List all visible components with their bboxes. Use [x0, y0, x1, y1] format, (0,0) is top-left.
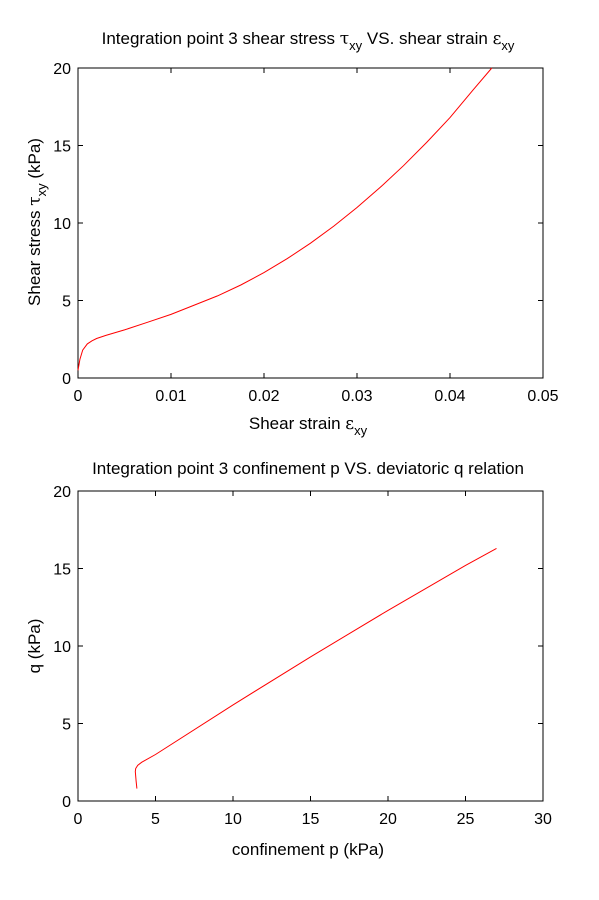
- chart1-x-tick-label: 0: [74, 388, 83, 405]
- confinement-deviatoric-chart: Integration point 3 confinement p VS. de…: [25, 459, 552, 859]
- chart1-y-tick-label: 0: [62, 371, 71, 388]
- chart2-x-axis-label: confinement p (kPa): [232, 840, 384, 859]
- chart1-plot-area: [77, 67, 544, 379]
- chart2-x-tick-label: 20: [379, 811, 397, 828]
- chart2-x-tick-label: 10: [224, 811, 242, 828]
- chart1-x-axis-label: Shear strain εxy: [249, 414, 368, 438]
- chart2-y-tick-label: 5: [62, 717, 71, 734]
- chart1-y-axis-label: Shear stress τxy (kPa): [25, 138, 49, 306]
- chart1-x-tick-label: 0.02: [248, 388, 279, 405]
- chart2-plot-area: [77, 490, 544, 802]
- chart2-y-tick-label: 15: [53, 562, 71, 579]
- chart2-series-line: [134, 547, 497, 789]
- chart2-y-tick-label: 10: [53, 639, 71, 656]
- chart2-x-tick-label: 5: [151, 811, 160, 828]
- chart1-title: Integration point 3 shear stress τxy VS.…: [102, 29, 515, 53]
- chart1-x-tick-label: 0.01: [155, 388, 186, 405]
- chart1-x-tick-label: 0.03: [341, 388, 372, 405]
- chart1-x-tick-label: 0.05: [527, 388, 558, 405]
- chart1-y-tick-label: 10: [53, 216, 71, 233]
- chart1-x-tick-label: 0.04: [434, 388, 465, 405]
- chart2-x-tick-label: 30: [534, 811, 552, 828]
- chart2-x-tick-label: 25: [457, 811, 475, 828]
- chart1-y-tick-label: 20: [53, 61, 71, 78]
- chart2-x-tick-label: 0: [74, 811, 83, 828]
- chart1-y-tick-label: 5: [62, 294, 71, 311]
- chart2-y-axis-label: q (kPa): [25, 619, 44, 674]
- shear-stress-strain-chart: Integration point 3 shear stress τxy VS.…: [25, 29, 559, 438]
- chart2-y-tick-label: 0: [62, 794, 71, 811]
- chart1-series-line: [77, 67, 493, 371]
- chart1-y-tick-label: 15: [53, 139, 71, 156]
- chart2-y-tick-label: 20: [53, 484, 71, 501]
- chart2-x-tick-label: 15: [302, 811, 320, 828]
- chart2-title: Integration point 3 confinement p VS. de…: [92, 459, 524, 478]
